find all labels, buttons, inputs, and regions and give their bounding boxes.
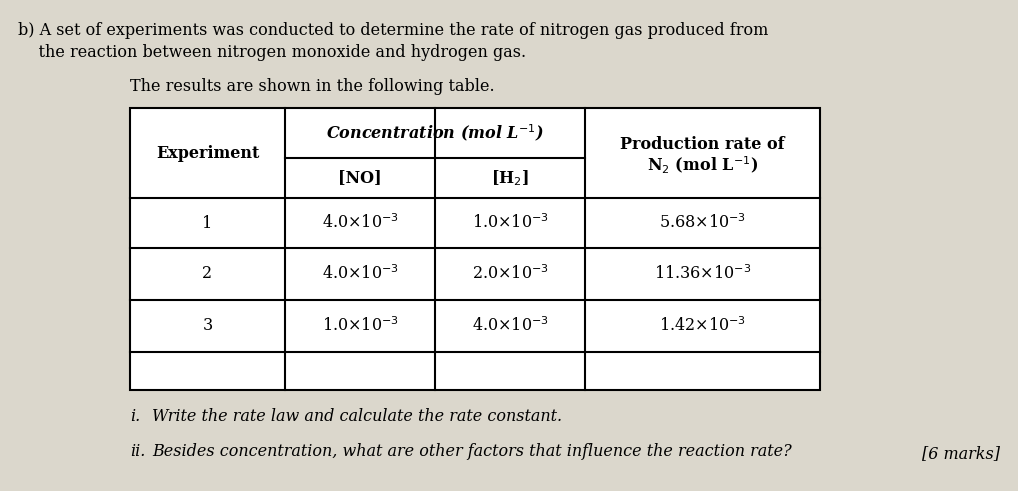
Text: Concentration (mol L$^{-1}$): Concentration (mol L$^{-1}$) — [326, 123, 544, 143]
Text: 4.0×10$^{-3}$: 4.0×10$^{-3}$ — [322, 265, 398, 283]
Text: The results are shown in the following table.: The results are shown in the following t… — [130, 78, 495, 95]
Text: 1.0×10$^{-3}$: 1.0×10$^{-3}$ — [471, 214, 549, 232]
Text: ii.: ii. — [130, 443, 146, 460]
Text: i.: i. — [130, 408, 140, 425]
Text: the reaction between nitrogen monoxide and hydrogen gas.: the reaction between nitrogen monoxide a… — [18, 44, 526, 61]
Text: 1.0×10$^{-3}$: 1.0×10$^{-3}$ — [322, 317, 398, 335]
Text: 11.36×10$^{-3}$: 11.36×10$^{-3}$ — [654, 265, 751, 283]
Text: [H$_2$]: [H$_2$] — [491, 168, 529, 188]
Text: Production rate of: Production rate of — [620, 136, 785, 153]
Text: [NO]: [NO] — [338, 169, 382, 187]
Text: 4.0×10$^{-3}$: 4.0×10$^{-3}$ — [471, 317, 549, 335]
Text: 2: 2 — [203, 266, 213, 282]
Text: 4.0×10$^{-3}$: 4.0×10$^{-3}$ — [322, 214, 398, 232]
Text: Experiment: Experiment — [156, 144, 260, 162]
Bar — [130, 108, 821, 390]
Text: 1.42×10$^{-3}$: 1.42×10$^{-3}$ — [659, 317, 746, 335]
Text: [6 marks]: [6 marks] — [922, 445, 1000, 462]
Text: 3: 3 — [203, 318, 213, 334]
Text: Write the rate law and calculate the rate constant.: Write the rate law and calculate the rat… — [152, 408, 562, 425]
Text: 5.68×10$^{-3}$: 5.68×10$^{-3}$ — [659, 214, 746, 232]
Text: b) A set of experiments was conducted to determine the rate of nitrogen gas prod: b) A set of experiments was conducted to… — [18, 22, 769, 39]
Text: 2.0×10$^{-3}$: 2.0×10$^{-3}$ — [471, 265, 549, 283]
Text: N$_2$ (mol L$^{-1}$): N$_2$ (mol L$^{-1}$) — [647, 155, 758, 176]
Text: 1: 1 — [203, 215, 213, 231]
Text: Besides concentration, what are other factors that influence the reaction rate?: Besides concentration, what are other fa… — [152, 443, 792, 460]
